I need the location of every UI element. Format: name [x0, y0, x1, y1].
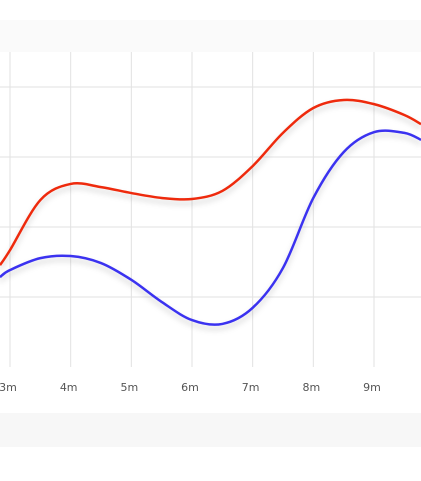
- series-line: [0, 129, 421, 326]
- top-band: [0, 20, 421, 52]
- x-tick-label: 6m: [181, 381, 199, 394]
- series-line: [0, 98, 421, 266]
- x-tick-label: 5m: [120, 381, 138, 394]
- x-tick-label: 9m: [363, 381, 381, 394]
- bottom-band: [0, 413, 421, 447]
- x-tick-label: 7m: [242, 381, 260, 394]
- x-tick-label: 8m: [302, 381, 320, 394]
- x-tick-label: 3m: [0, 381, 17, 394]
- x-tick-label: 4m: [60, 381, 78, 394]
